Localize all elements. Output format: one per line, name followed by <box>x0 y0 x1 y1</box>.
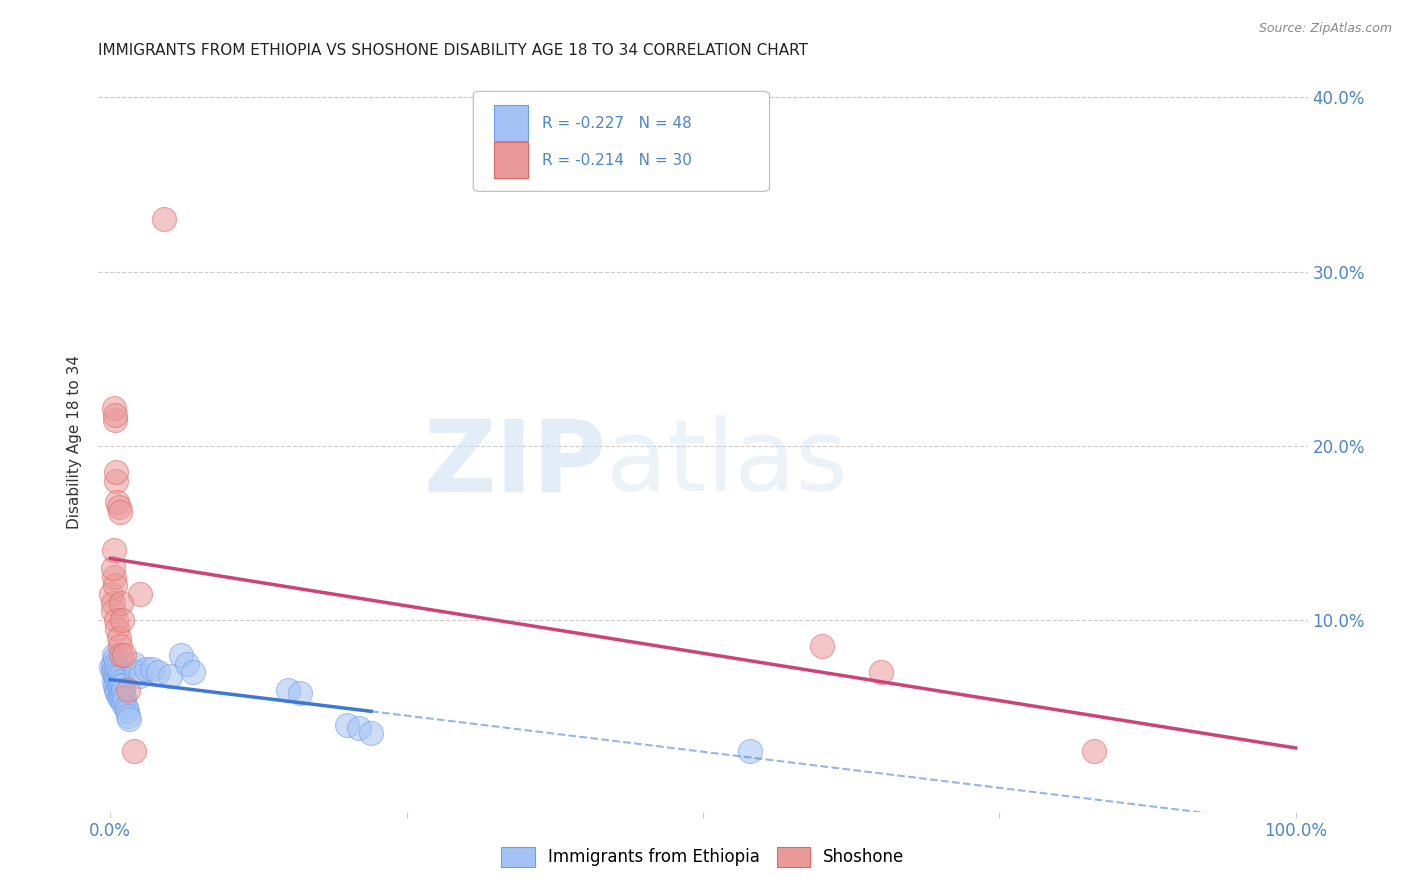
Point <box>103 569 125 583</box>
Point <box>105 622 128 636</box>
Point <box>104 578 127 592</box>
Point <box>869 665 891 680</box>
Point <box>105 494 128 508</box>
Text: ZIP: ZIP <box>423 416 606 512</box>
Point <box>104 679 127 693</box>
Point <box>118 712 141 726</box>
Point <box>101 657 124 671</box>
Point <box>125 665 148 680</box>
Point <box>135 662 157 676</box>
Point <box>101 561 124 575</box>
Point <box>111 677 134 691</box>
Text: atlas: atlas <box>606 416 848 512</box>
Point <box>122 657 145 671</box>
Point <box>107 677 129 691</box>
Point <box>110 674 132 689</box>
Point <box>104 651 127 665</box>
Point <box>360 726 382 740</box>
Point <box>103 401 125 415</box>
Y-axis label: Disability Age 18 to 34: Disability Age 18 to 34 <box>67 354 83 529</box>
Point <box>108 505 131 519</box>
Point <box>107 665 129 680</box>
Point <box>111 691 134 706</box>
Point <box>114 700 136 714</box>
Point <box>108 639 131 653</box>
Point <box>117 709 139 723</box>
Text: R = -0.214   N = 30: R = -0.214 N = 30 <box>543 153 692 168</box>
Point <box>110 686 132 700</box>
Point <box>347 721 370 735</box>
Point <box>115 704 138 718</box>
Point <box>100 660 122 674</box>
Point <box>114 648 136 662</box>
Point <box>129 669 152 683</box>
Bar <box>494 143 527 178</box>
Point <box>112 682 135 697</box>
Point <box>141 662 163 676</box>
Point <box>122 744 145 758</box>
Point <box>288 686 311 700</box>
Point <box>114 691 136 706</box>
Point <box>110 648 132 662</box>
Point <box>111 613 134 627</box>
Point <box>129 587 152 601</box>
Point <box>107 500 129 514</box>
Bar <box>494 105 527 141</box>
Point <box>176 657 198 671</box>
Text: R = -0.227   N = 48: R = -0.227 N = 48 <box>543 116 692 131</box>
Point <box>104 408 127 422</box>
Point <box>1083 744 1105 758</box>
Point <box>103 648 125 662</box>
Point <box>108 679 131 693</box>
Point <box>105 686 128 700</box>
Legend: Immigrants from Ethiopia, Shoshone: Immigrants from Ethiopia, Shoshone <box>495 840 911 874</box>
Point <box>103 662 125 676</box>
Point <box>105 682 128 697</box>
Point <box>181 665 204 680</box>
Point <box>105 465 128 479</box>
Point <box>105 662 128 676</box>
Point <box>277 682 299 697</box>
Point <box>101 665 124 680</box>
Text: IMMIGRANTS FROM ETHIOPIA VS SHOSHONE DISABILITY AGE 18 TO 34 CORRELATION CHART: IMMIGRANTS FROM ETHIOPIA VS SHOSHONE DIS… <box>98 43 808 58</box>
Point <box>103 674 125 689</box>
Point <box>170 648 193 662</box>
Point <box>103 543 125 558</box>
Point <box>105 657 128 671</box>
Point <box>336 717 359 731</box>
Point <box>810 639 832 653</box>
FancyBboxPatch shape <box>474 91 769 191</box>
Point <box>104 669 127 683</box>
Point <box>146 665 169 680</box>
Point <box>105 674 128 689</box>
Text: Source: ZipAtlas.com: Source: ZipAtlas.com <box>1258 22 1392 36</box>
Point <box>112 697 135 711</box>
Point <box>740 744 762 758</box>
Point <box>152 212 174 227</box>
Point <box>105 474 128 488</box>
Point <box>107 690 129 704</box>
Point <box>117 682 139 697</box>
Point <box>108 669 131 683</box>
Point <box>105 669 128 683</box>
Point <box>101 596 124 610</box>
Point <box>110 596 132 610</box>
Point <box>104 413 127 427</box>
Point <box>105 613 128 627</box>
Point <box>101 604 124 618</box>
Point <box>100 587 122 601</box>
Point <box>159 669 181 683</box>
Point <box>108 691 131 706</box>
Point <box>107 631 129 645</box>
